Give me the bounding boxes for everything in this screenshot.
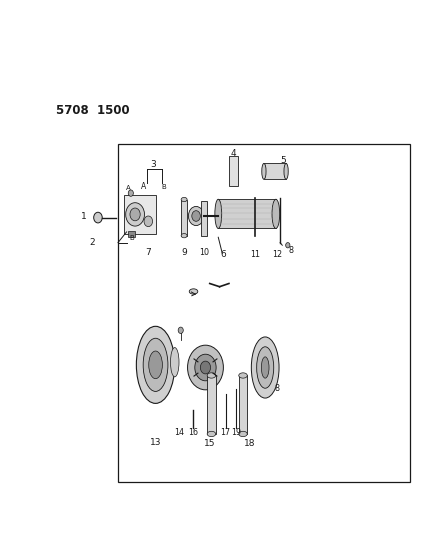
Ellipse shape	[189, 289, 198, 294]
Circle shape	[195, 354, 216, 381]
Bar	[128, 231, 135, 237]
Text: 7: 7	[146, 248, 151, 257]
Ellipse shape	[143, 338, 168, 391]
Circle shape	[130, 208, 140, 221]
Bar	[264, 164, 286, 179]
Ellipse shape	[284, 164, 288, 179]
Text: B: B	[129, 236, 134, 241]
Text: 15: 15	[204, 439, 215, 448]
Text: 13: 13	[150, 439, 162, 448]
Text: 2: 2	[89, 238, 95, 247]
Text: 5: 5	[280, 156, 285, 165]
Ellipse shape	[257, 347, 274, 388]
Ellipse shape	[239, 373, 247, 378]
Text: B: B	[161, 184, 166, 190]
Ellipse shape	[149, 351, 162, 378]
Circle shape	[94, 212, 102, 223]
Text: 14: 14	[174, 428, 184, 437]
Ellipse shape	[181, 197, 187, 201]
Ellipse shape	[251, 337, 279, 398]
Text: 10: 10	[199, 248, 209, 257]
Ellipse shape	[239, 431, 247, 437]
Circle shape	[285, 243, 290, 248]
Text: A: A	[140, 182, 146, 191]
Bar	[124, 195, 156, 233]
Circle shape	[128, 190, 134, 196]
Bar	[218, 199, 276, 228]
Ellipse shape	[215, 199, 222, 229]
Text: 8: 8	[275, 384, 279, 393]
Bar	[181, 199, 187, 236]
Ellipse shape	[262, 164, 266, 179]
Bar	[118, 144, 410, 482]
Text: A: A	[125, 185, 130, 191]
Text: 1: 1	[81, 212, 87, 221]
Circle shape	[178, 327, 183, 334]
Text: 3: 3	[151, 160, 156, 169]
Text: 18: 18	[244, 439, 256, 448]
Circle shape	[144, 216, 152, 227]
Ellipse shape	[137, 326, 175, 403]
Bar	[229, 157, 238, 185]
Text: 16: 16	[187, 429, 198, 438]
Ellipse shape	[207, 373, 216, 378]
Circle shape	[187, 345, 223, 390]
Text: 12: 12	[272, 250, 282, 259]
Ellipse shape	[262, 357, 269, 378]
Text: 5708  1500: 5708 1500	[56, 104, 130, 117]
Bar	[207, 375, 216, 434]
Text: 4: 4	[231, 149, 236, 158]
Circle shape	[126, 203, 145, 226]
Circle shape	[188, 206, 204, 225]
Text: 17: 17	[220, 429, 231, 438]
Bar	[201, 201, 207, 236]
Bar	[239, 375, 247, 434]
Ellipse shape	[207, 431, 216, 437]
Text: 6: 6	[220, 250, 226, 259]
Text: 8: 8	[288, 246, 293, 255]
Text: 11: 11	[250, 250, 260, 259]
Ellipse shape	[272, 199, 280, 229]
Circle shape	[200, 361, 211, 374]
Ellipse shape	[181, 233, 187, 238]
Circle shape	[192, 211, 200, 221]
Text: 9: 9	[181, 248, 187, 257]
Ellipse shape	[170, 348, 179, 377]
Text: 19: 19	[231, 429, 241, 438]
